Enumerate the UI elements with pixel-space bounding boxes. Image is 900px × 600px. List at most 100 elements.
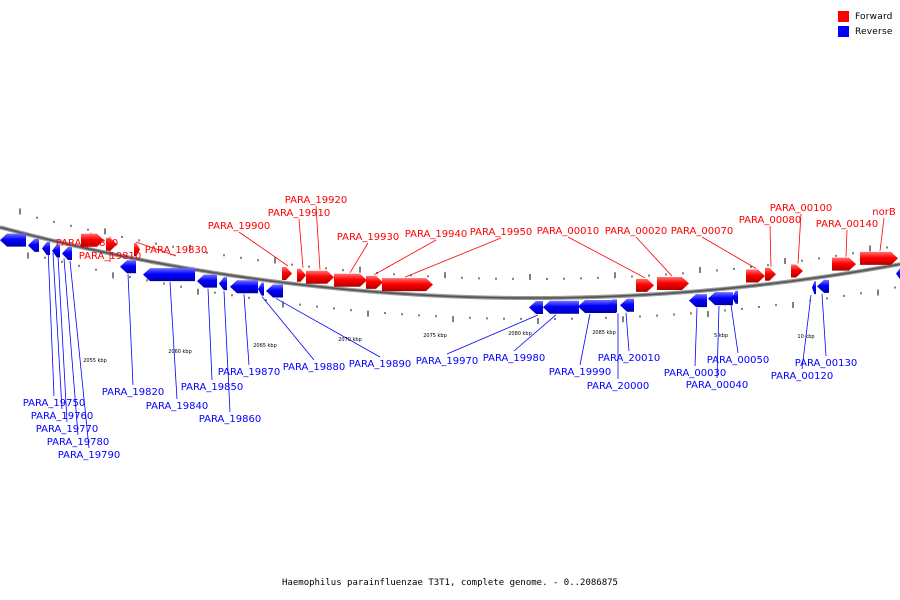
forward-gene-label: PARA_00010 [537,226,599,237]
forward-gene-label: PARA_19800 [56,238,118,249]
reverse-gene-leader [513,314,557,352]
backbone-line [0,226,900,299]
legend-label-reverse: Reverse [855,26,893,37]
scale-label: 2065 kbp [253,343,277,349]
reverse-gene-leader [446,314,539,355]
forward-gene-label: PARA_19940 [405,229,467,240]
forward-gene-arrow [765,267,776,281]
map-caption: Haemophilus parainfluenzae T3T1, complet… [282,578,618,588]
reverse-gene-arrow [732,290,738,304]
forward-gene-arrow [334,273,367,287]
forward-gene-arrow [134,243,140,257]
reverse-gene-arrow [197,274,217,288]
forward-gene-arrow [366,275,383,289]
legend: Forward Reverse [838,9,893,39]
reverse-gene-label: PARA_19820 [102,387,164,398]
reverse-gene-arrow [529,301,543,315]
reverse-gene-leader [52,252,63,410]
reverse-gene-leader [169,282,178,400]
forward-gene-label: PARA_00140 [816,219,878,230]
forward-gene-label: PARA_19930 [337,232,399,243]
reverse-gene-arrow [817,279,829,293]
forward-gene-leader [845,229,848,257]
scale-label: 2085 kbp [592,330,616,336]
reverse-gene-arrow [120,260,136,274]
reverse-gene-leader [821,293,827,357]
forward-gene-arrow [636,278,654,292]
reverse-gene-leader [207,288,213,381]
forward-gene-arrow [860,251,898,265]
forward-gene-arrow [282,267,292,281]
forward-gene-arrow [306,270,334,284]
reverse-gene-label: PARA_19750 [23,398,85,409]
reverse-gene-arrow [62,246,72,260]
reverse-gene-arrow [219,277,227,291]
forward-gene-arrow [746,269,765,283]
forward-gene-arrow [106,237,117,251]
reverse-gene-label: PARA_00050 [707,355,769,366]
reverse-gene-leader [625,312,630,352]
reverse-gene-leader [694,308,698,367]
legend-label-forward: Forward [855,11,893,22]
forward-gene-label: PARA_19830 [145,245,207,256]
reverse-gene-arrow [607,299,617,313]
reverse-gene-leader [69,260,90,449]
forward-gene-label: PARA_19810 [79,251,141,262]
reverse-gene-label: PARA_19860 [199,414,261,425]
reverse-gene-leader [275,298,381,358]
reverse-gene-arrow [258,282,264,296]
forward-gene-label: norB [872,207,896,218]
forward-swatch [838,11,849,22]
forward-gene-leader [238,231,289,267]
reverse-gene-label: PARA_19880 [283,362,345,373]
reverse-gene-label: PARA_19980 [483,353,545,364]
scale-label: 2060 kbp [168,349,192,355]
reverse-gene-label: PARA_00030 [664,368,726,379]
reverse-gene-label: PARA_00130 [795,358,857,369]
reverse-gene-label: PARA_19770 [36,424,98,435]
legend-item-forward: Forward [838,9,893,24]
forward-gene-leader [404,237,502,278]
reverse-gene-arrow [28,238,39,252]
reverse-gene-label: PARA_19990 [549,367,611,378]
forward-gene-arrow [791,264,803,278]
reverse-gene-leader [47,247,55,397]
scale-label: 5 kbp [714,333,728,339]
forward-gene-arrow [657,277,689,291]
reverse-gene-leader [716,306,720,379]
forward-gene-leader [701,236,757,269]
reverse-gene-leader [579,313,591,366]
forward-gene-leader [879,217,885,251]
reverse-gene-arrow [52,244,60,258]
reverse-gene-label: PARA_00120 [771,371,833,382]
scale-label: 2055 kbp [83,358,107,364]
forward-gene-arrow [832,257,856,271]
reverse-gene-label: PARA_19840 [146,401,208,412]
reverse-gene-leader [243,294,250,366]
forward-gene-arrow [81,233,104,247]
reverse-gene-leader [63,258,79,436]
forward-gene-label: PARA_00100 [770,203,832,214]
forward-gene-arrow [382,278,433,292]
forward-gene-label: PARA_00070 [671,226,733,237]
reverse-gene-arrow [42,241,50,255]
reverse-gene-arrow [708,292,733,306]
forward-gene-leader [635,236,673,277]
forward-gene-label: PARA_19910 [268,208,330,219]
forward-gene-leader [769,225,772,267]
reverse-gene-arrow [812,281,816,295]
forward-gene-leader [135,241,177,257]
scale-label: 2080 kbp [508,331,532,337]
reverse-gene-arrow [620,298,634,312]
forward-gene-label: PARA_00020 [605,226,667,237]
forward-gene-leader [349,242,369,273]
forward-gene-label: PARA_19920 [285,195,347,206]
reverse-gene-label: PARA_20010 [598,353,660,364]
forward-gene-label: PARA_19950 [470,227,532,238]
reverse-gene-label: PARA_19890 [349,359,411,370]
scale-label: 2075 kbp [423,333,447,339]
reverse-gene-arrow [143,268,195,282]
reverse-gene-leader [801,295,812,370]
forward-gene-label: PARA_19900 [208,221,270,232]
